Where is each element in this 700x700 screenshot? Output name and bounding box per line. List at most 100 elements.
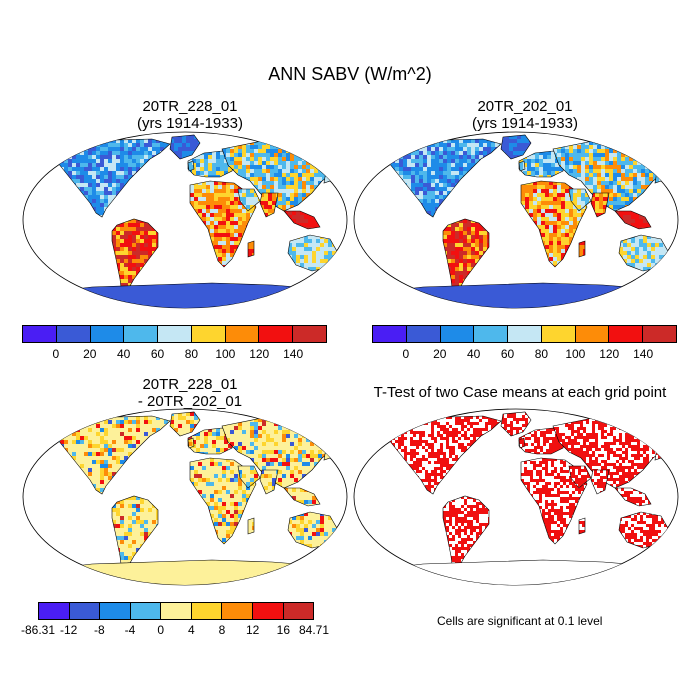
uk-coastline: [187, 160, 195, 172]
colorbar-1-swatch: [293, 326, 327, 342]
colorbar-3-swatch: [100, 603, 131, 619]
north-america-coastline: [51, 415, 171, 495]
colorbar-1-tick-label: 120: [249, 347, 270, 361]
colorbar-1-tick-label: 140: [283, 347, 304, 361]
colorbar-1-swatch: [124, 326, 159, 342]
europe-coastline: [518, 427, 568, 455]
greenland-coastline: [169, 411, 201, 437]
uk-coastline: [518, 160, 526, 172]
panel3-title-line2: - 20TR_202_01: [137, 393, 243, 410]
colorbar-3-swatch: [283, 603, 314, 619]
se-asia-coastline: [283, 487, 321, 507]
colorbar-2-swatch: [440, 326, 475, 342]
panel3-title: 20TR_228_01 - 20TR_202_01: [40, 376, 340, 410]
panel2-title-line1: 20TR_202_01: [477, 98, 573, 115]
greenland-coastline: [500, 134, 532, 160]
africa-coastline: [189, 180, 257, 268]
colorbar-3-tick-label: 8: [218, 623, 226, 637]
india-coastline: [259, 192, 279, 218]
colorbar-panel-2-labels: 0 20 40 60 80 100 120 140: [372, 347, 677, 363]
colorbar-1-tick-label: 100: [215, 347, 236, 361]
colorbar-2-tick-label: 60: [500, 347, 515, 361]
panel3-title-line1: 20TR_228_01: [142, 376, 238, 393]
se-asia-coastline: [283, 210, 321, 230]
colorbar-3-tick-label: 4: [187, 623, 195, 637]
panel2-title-line2: (yrs 1914-1933): [472, 115, 578, 132]
north-america-coastline: [382, 138, 502, 218]
new-zealand-cells: [338, 265, 344, 279]
north-america-coastline: [51, 138, 171, 218]
madagascar-coastline: [247, 240, 255, 258]
colorbar-1-tick-label: 20: [83, 347, 97, 361]
map-panel-4: [353, 408, 679, 586]
panel4-title: T-Test of two Case means at each grid po…: [373, 384, 667, 401]
new-zealand-coastline: [668, 264, 676, 280]
india-coastline: [259, 469, 279, 495]
colorbar-panel-1-labels: 0 20 40 60 80 100 120 140: [22, 347, 327, 363]
india-coastline: [590, 192, 610, 218]
colorbar-3-tick-label: 0: [157, 623, 164, 637]
colorbar-3-tick-label: -86.31: [20, 623, 56, 637]
figure-title: ANN SABV (W/m^2): [268, 64, 432, 84]
madagascar-coastline: [247, 517, 255, 535]
colorbar-3-swatch: [252, 603, 284, 619]
india-coastline: [590, 469, 610, 495]
colorbar-3-swatch: [222, 603, 253, 619]
arabia-coastline: [568, 188, 592, 212]
africa-coastline: [520, 180, 588, 268]
colorbar-3-swatch: [69, 603, 101, 619]
colorbar-2-swatch: [575, 326, 610, 342]
colorbar-2-tick-label: 40: [466, 347, 481, 361]
colorbar-panel-2: [372, 325, 677, 343]
colorbar-3-tick-label: 16: [276, 623, 291, 637]
colorbar-1-tick-label: 0: [52, 347, 60, 361]
colorbar-1-swatch: [259, 326, 294, 342]
colorbar-1-tick-label: 80: [184, 347, 199, 361]
panel1-title: 20TR_228_01 (yrs 1914-1933): [40, 98, 340, 132]
europe-coastline: [187, 150, 237, 178]
colorbar-3-swatch: [39, 603, 70, 619]
greenland-coastline: [169, 134, 201, 160]
colorbar-2-swatch: [406, 326, 441, 342]
panel1-title-line2: (yrs 1914-1933): [137, 115, 243, 132]
colorbar-1-tick-label: 60: [150, 347, 165, 361]
india-cells: [260, 470, 278, 494]
map-panel-3: [22, 408, 348, 586]
colorbar-1-tick-label: 40: [116, 347, 131, 361]
panel1-title-line1: 20TR_228_01: [142, 98, 238, 115]
colorbar-1-swatch: [225, 326, 260, 342]
colorbar-3-tick-label: 84.71: [298, 623, 330, 637]
map-panel-1: [22, 131, 348, 309]
colorbar-3-swatch: [191, 603, 223, 619]
colorbar-2-swatch: [474, 326, 509, 342]
colorbar-3-swatch: [130, 603, 162, 619]
colorbar-2-swatch: [508, 326, 542, 342]
arabia-coastline: [568, 465, 592, 489]
colorbar-3-tick-label: -4: [124, 623, 136, 637]
new-zealand-coastline: [668, 541, 676, 557]
colorbar-2-tick-label: 80: [534, 347, 549, 361]
colorbar-2-tick-label: 0: [402, 347, 410, 361]
colorbar-1-swatch: [158, 326, 192, 342]
colorbar-panel-3: [38, 602, 314, 620]
colorbar-1-swatch: [90, 326, 125, 342]
new-zealand-coastline: [337, 264, 345, 280]
colorbar-2-swatch: [541, 326, 576, 342]
se-asia-coastline: [614, 210, 652, 230]
colorbar-1-swatch: [56, 326, 91, 342]
colorbar-3-tick-label: -8: [93, 623, 105, 637]
se-asia-coastline: [614, 487, 652, 507]
uk-coastline: [518, 437, 526, 449]
colorbar-2-swatch: [643, 326, 677, 342]
colorbar-3-tick-label: 12: [245, 623, 260, 637]
greenland-coastline: [500, 411, 532, 437]
arabia-coastline: [237, 465, 261, 489]
colorbar-2-tick-label: 120: [599, 347, 620, 361]
madagascar-cells: [248, 241, 254, 257]
colorbar-1-swatch: [23, 326, 57, 342]
new-zealand-coastline: [337, 541, 345, 557]
panel2-title: 20TR_202_01 (yrs 1914-1933): [375, 98, 675, 132]
map-panel-2: [353, 131, 679, 309]
madagascar-coastline: [578, 240, 586, 258]
colorbar-3-tick-label: -12: [59, 623, 78, 637]
